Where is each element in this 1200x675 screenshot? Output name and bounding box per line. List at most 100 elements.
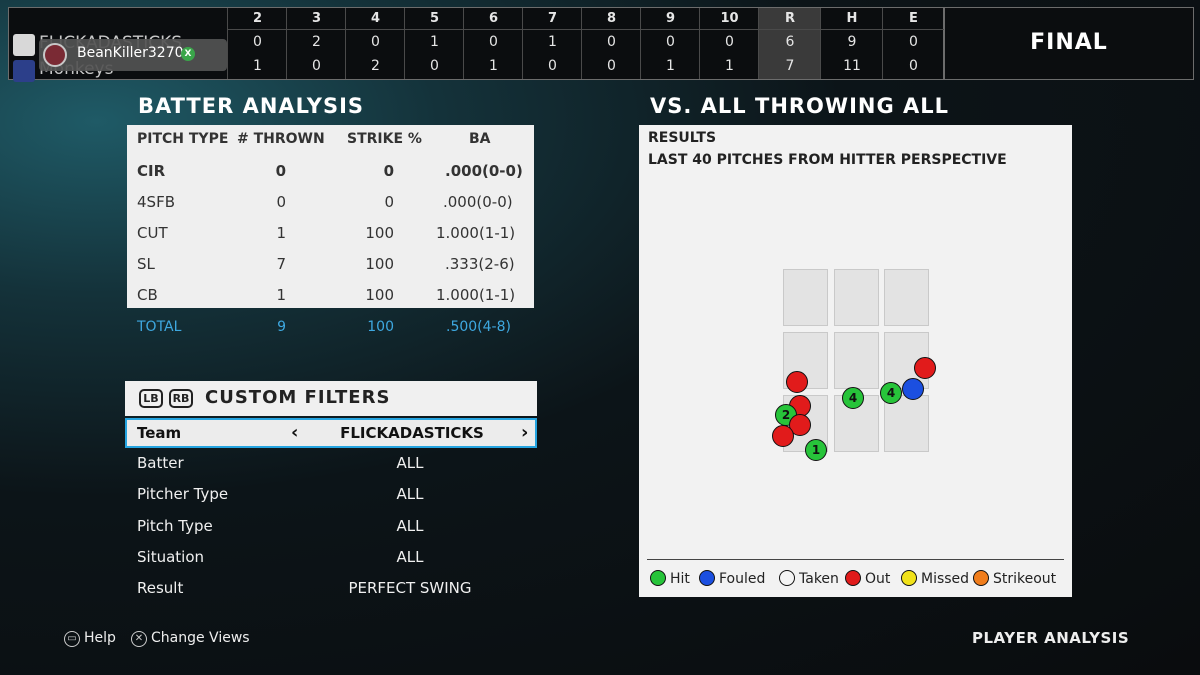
linescore-column: R 6 7 — [758, 8, 821, 79]
inning-header: 3 — [287, 8, 346, 30]
ba-cell: .000(0-0) — [443, 193, 513, 211]
legend-dot-icon — [650, 570, 666, 586]
game-status-box: FINAL — [944, 7, 1194, 80]
filter-label: Pitch Type — [137, 516, 213, 535]
linescore-column: 5 1 0 — [404, 8, 464, 79]
scoreboard-teams: FLICKADASTICKS Monkeys BeanKiller3270 X — [9, 8, 227, 82]
home-score: 11 — [843, 58, 861, 74]
filter-label: Result — [137, 579, 184, 598]
change-views-prompt[interactable]: Change Views — [151, 630, 250, 646]
user-avatar — [43, 43, 67, 67]
pitch-type-cell: CUT — [137, 224, 168, 242]
help-prompt[interactable]: Help — [84, 630, 116, 646]
away-score: 2 — [312, 34, 321, 50]
home-score: 0 — [909, 58, 918, 74]
pitch-marker: 4 — [880, 382, 902, 404]
filter-value: ALL — [396, 454, 424, 472]
pitch-marker — [789, 414, 811, 436]
pitch-marker — [786, 371, 808, 393]
total-strike-pct: 100 — [367, 319, 394, 335]
screen-title: PLAYER ANALYSIS — [972, 629, 1130, 647]
results-subtitle: LAST 40 PITCHES FROM HITTER PERSPECTIVE — [648, 152, 1007, 168]
away-score: 0 — [607, 34, 616, 50]
user-gamertag: BeanKiller3270 — [77, 45, 184, 61]
away-score: 1 — [548, 34, 557, 50]
home-score: 1 — [489, 58, 498, 74]
home-score: 7 — [785, 58, 795, 74]
column-header-ba: BA — [469, 131, 491, 147]
home-score: 2 — [371, 58, 380, 74]
team-filter-label: Team — [137, 424, 182, 442]
scoreboard: FLICKADASTICKS Monkeys BeanKiller3270 X … — [8, 7, 944, 82]
pitch-type-cell: SL — [137, 255, 155, 273]
inning-header: 9 — [641, 8, 700, 30]
team-filter-selector[interactable]: Team ‹ FLICKADASTICKS › — [125, 418, 537, 448]
chevron-left-icon[interactable]: ‹ — [291, 422, 299, 443]
strike-pct-cell: 100 — [365, 255, 394, 273]
pitch-marker — [772, 425, 794, 447]
zone-cell — [834, 332, 879, 389]
zone-cell — [884, 269, 929, 326]
inning-header: 5 — [405, 8, 464, 30]
user-gamertag-badge: BeanKiller3270 X — [39, 39, 227, 71]
results-panel: RESULTS LAST 40 PITCHES FROM HITTER PERS… — [639, 125, 1072, 597]
chevron-right-icon[interactable]: › — [521, 422, 529, 443]
pitch-marker — [914, 357, 936, 379]
legend-label: Fouled — [719, 571, 766, 587]
legend-dot-icon — [699, 570, 715, 586]
away-score: 6 — [785, 34, 795, 50]
filter-label: Batter — [137, 454, 184, 472]
away-score: 9 — [847, 34, 857, 50]
filter-value: ALL — [396, 547, 424, 566]
pitch-marker: 1 — [805, 439, 827, 461]
zone-cell — [884, 395, 929, 452]
legend-label: Hit — [670, 571, 690, 587]
legend-dot-icon — [779, 570, 795, 586]
away-team-logo — [13, 34, 35, 56]
linescore-column: 3 2 0 — [286, 8, 346, 79]
inning-header: 8 — [582, 8, 641, 30]
inning-header: 2 — [228, 8, 287, 30]
home-score: 1 — [725, 58, 734, 74]
strike-pct-cell: 0 — [383, 162, 394, 180]
legend-item: Taken — [779, 570, 839, 587]
linescore-column: 10 0 1 — [699, 8, 759, 79]
inning-header: H — [821, 8, 883, 30]
batter-analysis-heading: BATTER ANALYSIS — [138, 94, 365, 118]
rb-button-icon: RB — [169, 389, 193, 408]
strike-pct-cell: 100 — [365, 286, 394, 304]
batter-analysis-table: PITCH TYPE # THROWN STRIKE % BA CIR 0 0 .00… — [127, 125, 534, 308]
thrown-cell: 0 — [275, 162, 286, 180]
linescore-column: E 0 0 — [882, 8, 944, 79]
away-score: 0 — [725, 34, 734, 50]
linescore-column: H 9 11 — [820, 8, 883, 79]
linescore-column: 7 1 0 — [522, 8, 582, 79]
total-label: TOTAL — [137, 319, 182, 335]
linescore-grid: 2 0 1 3 2 0 4 0 2 5 1 0 6 0 1 7 1 0 8 0 0 9 0 1 10 0 1 R 6 7 H 9 11 E 0 0 — [227, 8, 944, 79]
cross-button-icon: ✕ — [131, 631, 147, 647]
thrown-cell: 1 — [276, 224, 286, 242]
pitch-type-cell: CIR — [137, 162, 166, 180]
pitch-marker: 4 — [842, 387, 864, 409]
away-score: 0 — [253, 34, 262, 50]
legend-item: Strikeout — [973, 570, 1056, 587]
xbox-icon: X — [181, 47, 195, 61]
home-score: 1 — [666, 58, 675, 74]
away-score: 0 — [666, 34, 675, 50]
strike-pct-cell: 100 — [365, 224, 394, 242]
legend-dot-icon — [845, 570, 861, 586]
home-score: 1 — [253, 58, 262, 74]
inning-header: R — [759, 8, 821, 30]
filter-label: Situation — [137, 547, 205, 566]
inning-header: 10 — [700, 8, 759, 30]
thrown-cell: 7 — [276, 255, 286, 273]
legend-label: Out — [865, 571, 891, 587]
touchpad-button-icon: ▭ — [64, 631, 80, 647]
pitch-marker — [902, 378, 924, 400]
legend-item: Hit — [650, 570, 690, 587]
vs-heading: VS. ALL THROWING ALL — [650, 94, 950, 118]
linescore-column: 6 0 1 — [463, 8, 523, 79]
legend-label: Strikeout — [993, 571, 1057, 587]
filter-value: ALL — [396, 516, 424, 535]
home-score: 0 — [607, 58, 616, 74]
